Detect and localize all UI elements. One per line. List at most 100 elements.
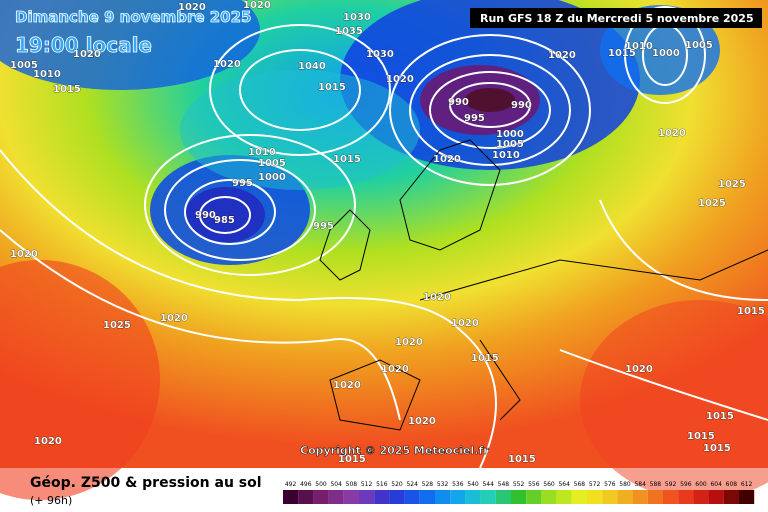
colorbar-swatch: [419, 490, 435, 504]
colorbar-label: 584: [634, 481, 646, 488]
colorbar-label: 552: [513, 481, 525, 488]
colorbar-swatch: [313, 490, 329, 504]
colorbar-swatch: [495, 490, 511, 504]
isobar-label: 1020: [433, 154, 461, 165]
colorbar-swatch: [404, 490, 420, 504]
colorbar-swatch: [678, 490, 694, 504]
time-title: 19:00 locale: [15, 33, 152, 57]
colorbar-swatch: [663, 490, 679, 504]
colorbar-label: 516: [376, 481, 388, 488]
colorbar-label: 568: [574, 481, 586, 488]
field-blob: [0, 0, 260, 90]
colorbar-label: 592: [665, 481, 677, 488]
field-blob: [580, 300, 768, 500]
colorbar-label: 588: [650, 481, 662, 488]
colorbar-swatch: [435, 490, 451, 504]
isobar-label: 1015: [318, 82, 346, 93]
colorbar-label: 548: [498, 481, 510, 488]
colorbar-label: 540: [467, 481, 479, 488]
isobar-label: 1020: [243, 0, 271, 11]
colorbar-swatch: [283, 490, 299, 504]
isobar-label: 1035: [335, 26, 363, 37]
colorbar-label: 496: [300, 481, 312, 488]
colorbar-label: 512: [361, 481, 373, 488]
isobar-label: 1020: [381, 364, 409, 375]
isobar-label: 1005: [496, 139, 524, 150]
run-info: Run GFS 18 Z du Mercredi 5 novembre 2025: [480, 12, 754, 25]
colorbar-swatch: [359, 490, 375, 504]
isobar-label: 1025: [698, 198, 726, 209]
isobar-label: 1000: [652, 48, 680, 59]
colorbar-label: 544: [482, 481, 494, 488]
colorbar-swatch: [571, 490, 587, 504]
isobar-label: 1015: [333, 154, 361, 165]
isobar-label: 1020: [423, 292, 451, 303]
isobar-label: 1005: [258, 158, 286, 169]
colorbar-label: 600: [695, 481, 707, 488]
isobar-label: 1020: [213, 59, 241, 70]
colorbar-swatch: [739, 490, 755, 504]
isobar-label: 1020: [658, 128, 686, 139]
colorbar-label: 608: [726, 481, 738, 488]
isobar-label: 1000: [496, 129, 524, 140]
colorbar-label: 524: [406, 481, 418, 488]
isobar-label: 995: [232, 178, 253, 189]
field-blob: [0, 260, 160, 500]
colorbar-label: 572: [589, 481, 601, 488]
colorbar-label: 520: [391, 481, 403, 488]
date-title: Dimanche 9 novembre 2025: [15, 8, 252, 26]
isobar-label: 1020: [625, 364, 653, 375]
colorbar-label: 596: [680, 481, 692, 488]
colorbar-swatch: [587, 490, 603, 504]
field-blob: [185, 187, 265, 243]
lead-time: (+ 96h): [30, 494, 72, 507]
isobar-label: 1020: [386, 74, 414, 85]
colorbar-label: 580: [619, 481, 631, 488]
colorbar-swatch: [511, 490, 527, 504]
colorbar-swatch: [708, 490, 724, 504]
isobar-label: 990: [511, 100, 532, 111]
isobar-label: 1010: [625, 41, 653, 52]
colorbar-label: 532: [437, 481, 449, 488]
isobar-label: 1030: [366, 49, 394, 60]
isobar-label: 1015: [338, 454, 366, 465]
isobar-label: 1010: [33, 69, 61, 80]
colorbar-swatch: [617, 490, 633, 504]
isobar-label: 1020: [10, 249, 38, 260]
isobar-label: 1025: [103, 320, 131, 331]
isobar-label: 1005: [10, 60, 38, 71]
colorbar-swatch: [693, 490, 709, 504]
colorbar-label: 556: [528, 481, 540, 488]
isobar-label: 1015: [53, 84, 81, 95]
colorbar-swatch: [602, 490, 618, 504]
isobar-label: 1020: [34, 436, 62, 447]
colorbar-swatch: [389, 490, 405, 504]
isobar-label: 1020: [451, 318, 479, 329]
colorbar-swatch: [465, 490, 481, 504]
isobar-label: 1020: [160, 313, 188, 324]
colorbar-swatch: [374, 490, 390, 504]
colorbar-label: 508: [346, 481, 358, 488]
colorbar-swatch: [723, 490, 739, 504]
isobar-label: 985: [214, 215, 235, 226]
colorbar-label: 528: [422, 481, 434, 488]
colorbar-label: 576: [604, 481, 616, 488]
isobar-label: 1005: [685, 40, 713, 51]
colorbar-label: 536: [452, 481, 464, 488]
isobar-label: 1015: [471, 353, 499, 364]
colorbar-swatch: [480, 490, 496, 504]
colorbar-swatch: [647, 490, 663, 504]
isobar-label: 995: [464, 113, 485, 124]
colorbar-swatch: [343, 490, 359, 504]
isobar-label: 1010: [492, 150, 520, 161]
isobar-label: 995: [313, 221, 334, 232]
isobar-label: 1015: [737, 306, 765, 317]
colorbar-label: 604: [710, 481, 722, 488]
isobar-label: 1015: [703, 443, 731, 454]
colorbar-label: 560: [543, 481, 555, 488]
isobar-label: 1015: [608, 48, 636, 59]
legend-title: Géop. Z500 & pression au sol: [30, 475, 262, 491]
isobar-label: 990: [448, 97, 469, 108]
colorbar-swatch: [526, 490, 542, 504]
